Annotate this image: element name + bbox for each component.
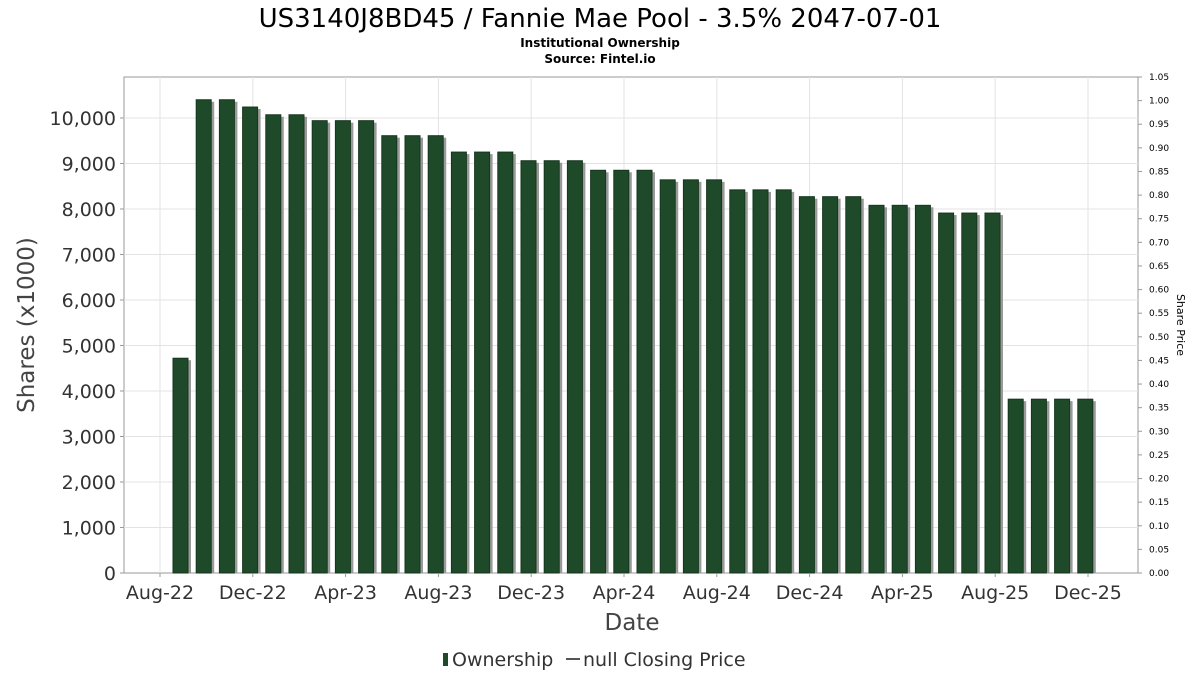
y2-tick-label: 0.95 [1149, 120, 1169, 130]
ownership-bar [659, 179, 676, 574]
y2-tick-label: 0.80 [1149, 191, 1169, 201]
ownership-bar [1007, 398, 1024, 574]
y-tick-label: 5,000 [62, 335, 116, 357]
legend-ownership-label: Ownership [452, 649, 553, 671]
y-tick-label: 3,000 [62, 426, 116, 448]
x-axis-label: Date [605, 610, 660, 636]
y2-tick-label: 0.50 [1149, 333, 1169, 343]
ownership-bar [798, 196, 815, 574]
ownership-bar [636, 169, 653, 574]
ownership-bar [520, 160, 537, 574]
ownership-bar [868, 204, 885, 574]
y2-tick-label: 0.90 [1149, 144, 1169, 154]
y2-tick-label: 0.25 [1149, 451, 1169, 461]
x-tick-label: Dec-25 [1054, 582, 1122, 604]
ownership-bar [450, 151, 467, 574]
legend: Ownership null Closing Price [443, 649, 746, 671]
y2-tick-label: 0.00 [1149, 569, 1169, 579]
y-tick-label: 9,000 [62, 153, 116, 175]
y-axis-label: Shares (x1000) [14, 237, 40, 413]
x-tick-label: Apr-25 [871, 582, 934, 604]
ownership-bar [891, 204, 908, 574]
x-tick-label: Aug-22 [126, 582, 194, 604]
ownership-bar [566, 160, 583, 574]
y2-tick-label: 0.85 [1149, 167, 1169, 177]
ownership-bar [195, 99, 212, 574]
ownership-bar [334, 120, 351, 574]
ownership-bar [358, 120, 375, 574]
ownership-bar [752, 189, 769, 574]
y2-axis-ticks: 0.00 0.05 0.10 0.15 0.20 0.25 0.30 0.35 0.40 0.45… [1138, 73, 1169, 579]
ownership-bar [1077, 398, 1094, 574]
ownership-bar [938, 212, 955, 574]
ownership-bar [984, 212, 1001, 574]
ownership-bar [590, 169, 607, 574]
ownership-bar [474, 151, 491, 574]
x-tick-label: Apr-23 [314, 582, 377, 604]
y2-tick-label: 0.15 [1149, 498, 1169, 508]
ownership-bar [729, 189, 746, 574]
y-axis-ticks: 0 1,000 2,000 3,000 4,000 5,000 6,000 7,000 8,00… [50, 108, 124, 585]
bars-group [172, 99, 1096, 574]
ownership-bar [822, 196, 839, 574]
x-tick-label: Dec-23 [497, 582, 565, 604]
ownership-bar [381, 135, 398, 574]
y2-tick-label: 0.05 [1149, 545, 1169, 555]
ownership-bar [1054, 398, 1071, 574]
ownership-bar [311, 120, 328, 574]
x-tick-label: Aug-23 [404, 582, 472, 604]
y2-tick-label: 0.10 [1149, 522, 1169, 532]
x-tick-label: Aug-25 [961, 582, 1029, 604]
ownership-bar [682, 179, 699, 574]
y2-tick-label: 1.00 [1149, 97, 1169, 107]
ownership-bar [961, 212, 978, 574]
ownership-bar [242, 106, 259, 574]
y2-tick-label: 0.70 [1149, 238, 1169, 248]
y2-tick-label: 0.35 [1149, 404, 1169, 414]
y-tick-label: 7,000 [62, 244, 116, 266]
ownership-bar [218, 99, 235, 574]
legend-price-label: null Closing Price [583, 649, 746, 671]
y2-tick-label: 0.30 [1149, 427, 1169, 437]
chart-subtitle: Institutional Ownership [520, 36, 680, 50]
ownership-bar [914, 204, 931, 574]
ownership-bar [265, 114, 282, 574]
y-tick-label: 4,000 [62, 381, 116, 403]
y-tick-label: 10,000 [50, 108, 116, 130]
y-tick-label: 0 [104, 563, 116, 585]
y2-tick-label: 0.45 [1149, 356, 1169, 366]
ownership-bar [427, 135, 444, 574]
y2-axis-label: Share Price [1174, 294, 1187, 356]
ownership-bar [1030, 398, 1047, 574]
ownership-bar [288, 114, 305, 574]
y2-tick-label: 1.05 [1149, 73, 1169, 83]
y2-tick-label: 0.75 [1149, 215, 1169, 225]
ownership-bar [775, 189, 792, 574]
ownership-bar [497, 151, 514, 574]
y2-tick-label: 0.60 [1149, 286, 1169, 296]
y2-tick-label: 0.65 [1149, 262, 1169, 272]
x-tick-label: Dec-24 [776, 582, 844, 604]
ownership-bar [404, 135, 421, 574]
y-tick-label: 8,000 [62, 199, 116, 221]
x-tick-label: Dec-22 [219, 582, 287, 604]
y2-tick-label: 0.40 [1149, 380, 1169, 390]
x-tick-label: Aug-24 [683, 582, 751, 604]
y-tick-label: 6,000 [62, 290, 116, 312]
legend-ownership-swatch [443, 653, 448, 666]
y2-tick-label: 0.20 [1149, 475, 1169, 485]
y-tick-label: 2,000 [62, 472, 116, 494]
ownership-bar [613, 169, 630, 574]
y2-tick-label: 0.55 [1149, 309, 1169, 319]
ownership-bar [543, 160, 560, 574]
chart-source: Source: Fintel.io [544, 52, 655, 66]
y-tick-label: 1,000 [62, 517, 116, 539]
ownership-bar [706, 179, 723, 574]
chart-title: US3140J8BD45 / Fannie Mae Pool - 3.5% 20… [259, 4, 942, 34]
x-tick-label: Apr-24 [593, 582, 656, 604]
x-axis-ticks: Aug-22 Dec-22 Apr-23 Aug-23 Dec-23 Apr-24 Aug-… [126, 573, 1122, 604]
ownership-bar [172, 357, 189, 574]
ownership-bar [845, 196, 862, 574]
